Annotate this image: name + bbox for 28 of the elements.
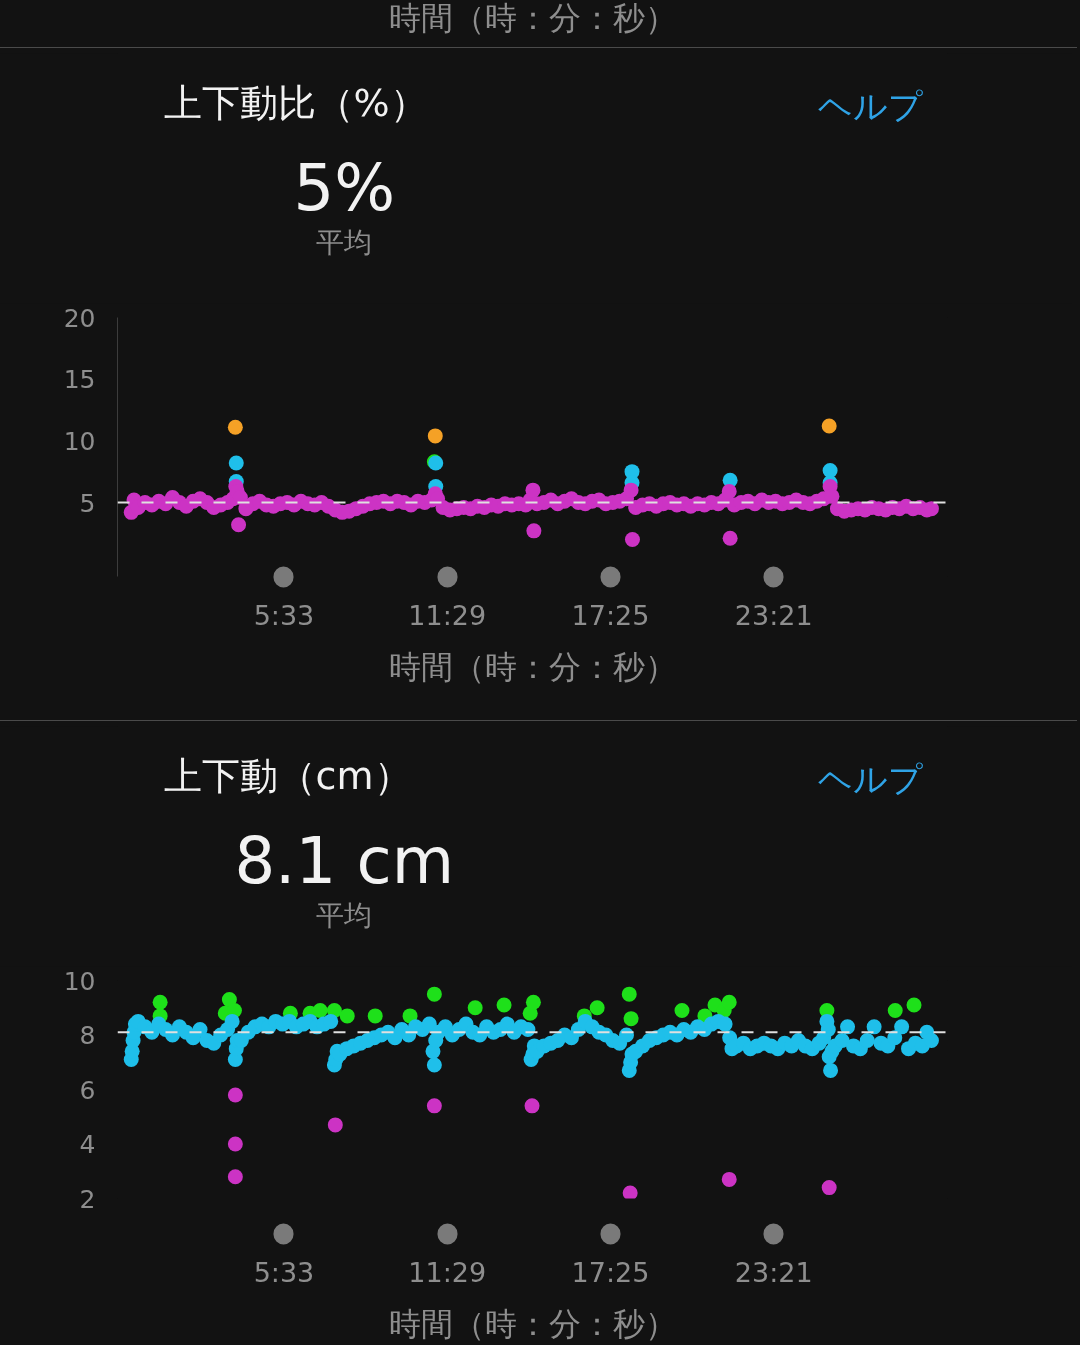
x-axis-title: 時間（時：分：秒） (388, 647, 677, 686)
x-tick-label: 11:29 (408, 599, 487, 631)
y-tick-label: 4 (79, 1130, 96, 1159)
x-axis-title: 時間（時：分：秒） (388, 1304, 677, 1343)
text: 平均 (316, 899, 373, 932)
chart-title: 上下動比（%） (163, 80, 428, 125)
text: 8.1 cm (234, 823, 455, 898)
y-tick-label: 10 (63, 966, 96, 996)
x-tick-label: 23:21 (734, 599, 813, 631)
chart-title: 上下動（cm） (163, 753, 412, 798)
text: 平均 (316, 226, 373, 259)
y-tick-label: 15 (63, 365, 96, 395)
y-tick-label: 2 (79, 1184, 96, 1214)
text: ヘルプ (817, 758, 923, 799)
text: 時間（時：分：秒） (388, 0, 677, 37)
x-tick-label: 17:25 (571, 599, 650, 631)
x-tick-label: 5:33 (253, 599, 315, 631)
y-tick-label: 6 (79, 1075, 96, 1105)
text: 5% (293, 150, 395, 225)
y-tick-label: 20 (63, 303, 96, 333)
x-tick-label: 17:25 (571, 1256, 650, 1288)
x-tick-label: 11:29 (408, 1256, 487, 1288)
y-tick-label: 10 (63, 426, 96, 456)
x-tick-label: 23:21 (734, 1256, 813, 1288)
x-tick-label: 5:33 (253, 1256, 315, 1288)
text: ヘルプ (817, 85, 923, 126)
y-tick-label: 8 (79, 1021, 96, 1050)
y-tick-label: 5 (79, 488, 96, 518)
